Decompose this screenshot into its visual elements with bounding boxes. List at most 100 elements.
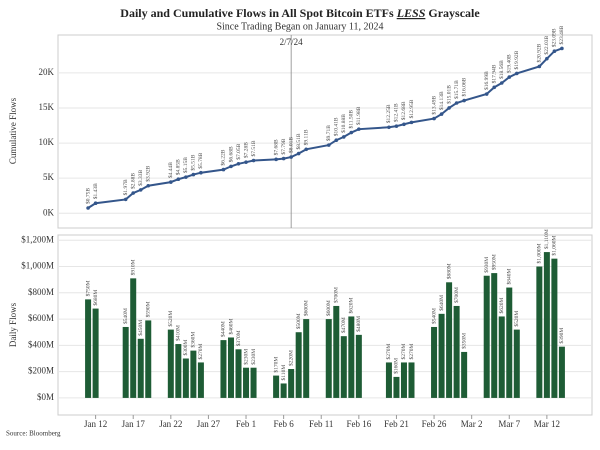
bar xyxy=(92,308,99,398)
bar xyxy=(280,383,287,398)
data-label: $360M xyxy=(190,332,197,348)
data-label: $23.09B xyxy=(551,28,558,47)
point xyxy=(492,85,497,90)
x-tick-label: Feb 21 xyxy=(384,419,409,429)
data-label: $590M xyxy=(145,301,152,317)
point xyxy=(176,177,181,182)
x-tick-label: Jan 12 xyxy=(84,419,107,429)
bar xyxy=(325,319,332,398)
point xyxy=(499,81,504,85)
annotation: 2/7/24 xyxy=(280,37,304,47)
point xyxy=(199,170,203,175)
x-tick-label: Jan 17 xyxy=(122,419,146,429)
data-label: $22.03B xyxy=(543,36,550,55)
bar xyxy=(385,362,392,398)
bar xyxy=(122,326,129,398)
data-label: $8.51B xyxy=(295,133,302,149)
data-label: $3.33B xyxy=(137,170,144,186)
data-label: $950M xyxy=(490,254,497,270)
data-label: $620M xyxy=(348,297,355,313)
bar xyxy=(438,313,445,398)
data-label: $700M xyxy=(453,287,460,303)
data-label: $5.15B xyxy=(182,157,189,173)
data-label: $460M xyxy=(227,318,234,334)
data-label: $1.97B xyxy=(122,179,129,195)
bar xyxy=(558,346,565,398)
data-label: $0.75B xyxy=(84,188,91,204)
data-label: $270M xyxy=(408,343,415,359)
data-label: $1.43B xyxy=(92,183,99,199)
point xyxy=(123,197,128,202)
data-label: $680M xyxy=(92,290,99,306)
data-label: $540M xyxy=(430,308,437,324)
data-label: $12.95B xyxy=(408,99,415,118)
bar xyxy=(498,316,505,398)
data-label: $440M xyxy=(220,321,227,337)
point xyxy=(131,191,136,195)
point xyxy=(138,188,143,192)
data-label: $480M xyxy=(355,316,362,332)
data-label: $840M xyxy=(506,269,513,285)
data-label: $1,060M xyxy=(551,236,558,256)
data-label: $7.79B xyxy=(280,138,287,154)
x-tick-label: Feb 6 xyxy=(274,419,295,429)
data-label: $300M xyxy=(182,340,189,356)
bar xyxy=(220,340,227,398)
data-label: $11.50B xyxy=(348,110,355,129)
x-tick-label: Mar 12 xyxy=(534,419,560,429)
data-label: $1,110M xyxy=(543,229,550,249)
bar xyxy=(182,358,189,398)
point xyxy=(251,158,256,163)
data-label: $15.01B xyxy=(445,85,452,104)
point xyxy=(439,112,444,116)
bar xyxy=(491,273,498,398)
bar xyxy=(130,278,137,398)
x-tick-label: Feb 16 xyxy=(346,419,371,429)
y-tick-label: 0K xyxy=(43,207,55,217)
point xyxy=(409,120,414,125)
bar xyxy=(137,338,144,398)
data-label: $9.11B xyxy=(302,129,309,145)
bar xyxy=(506,287,513,398)
bar xyxy=(197,362,204,398)
data-label: $5.78B xyxy=(197,152,204,168)
data-label: $1,000M xyxy=(536,243,543,263)
point xyxy=(454,101,459,105)
bar xyxy=(85,299,92,398)
data-label: $230M xyxy=(242,349,249,365)
point xyxy=(289,155,293,159)
x-tick-label: Feb 11 xyxy=(309,419,333,429)
bar xyxy=(190,350,197,398)
y-tick-label: 10K xyxy=(39,137,55,147)
point xyxy=(274,157,278,162)
point xyxy=(169,180,173,184)
bar xyxy=(288,369,295,398)
data-label: $12.25B xyxy=(385,104,392,123)
bar xyxy=(400,362,407,398)
data-label: $160M xyxy=(393,358,400,374)
point xyxy=(236,161,241,166)
point xyxy=(394,124,399,128)
point xyxy=(462,98,466,103)
point xyxy=(447,106,451,110)
y-tick-label: $600M xyxy=(28,313,54,323)
point xyxy=(507,75,512,79)
bar xyxy=(167,329,174,398)
data-label: $270M xyxy=(400,343,407,359)
title-part: Grayscale xyxy=(425,6,480,20)
point xyxy=(326,143,331,147)
x-tick-label: Mar 2 xyxy=(461,419,483,429)
bar xyxy=(431,326,438,398)
data-label: $410M xyxy=(175,325,182,341)
bar xyxy=(355,334,362,398)
bar xyxy=(536,266,543,398)
data-label: $8.01B xyxy=(287,137,294,153)
x-tick-label: Mar 7 xyxy=(498,419,520,429)
data-label: $930M xyxy=(483,257,490,273)
y-tick-label: $400M xyxy=(28,339,54,349)
bar xyxy=(408,362,415,398)
bar xyxy=(333,305,340,398)
x-tick-label: Jan 22 xyxy=(159,419,182,429)
data-label: $390M xyxy=(558,328,565,344)
